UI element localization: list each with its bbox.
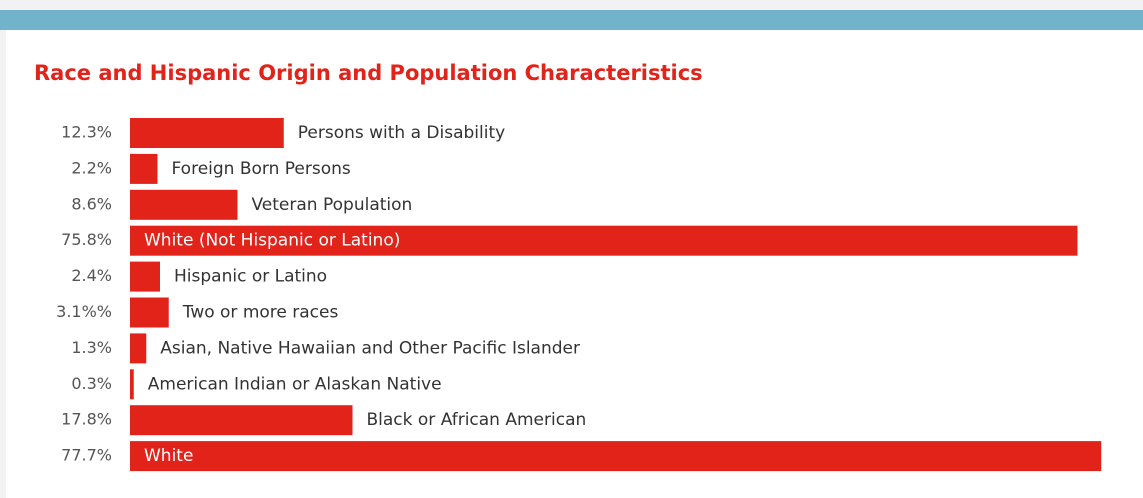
bar bbox=[130, 189, 238, 220]
value-label: 17.8% bbox=[61, 410, 112, 429]
value-label: 8.6% bbox=[71, 194, 112, 213]
bar bbox=[130, 369, 134, 400]
category-label: White (Not Hispanic or Latino) bbox=[144, 231, 400, 251]
category-label: Persons with a Disability bbox=[298, 123, 505, 143]
bar bbox=[130, 225, 1078, 256]
category-label: Black or African American bbox=[367, 410, 587, 430]
bar bbox=[130, 405, 353, 436]
bar bbox=[130, 153, 158, 184]
value-label: 3.1%% bbox=[56, 302, 112, 321]
category-label: White bbox=[144, 446, 193, 466]
bar bbox=[130, 118, 284, 148]
value-label: 77.7% bbox=[61, 446, 112, 465]
category-label: Foreign Born Persons bbox=[172, 159, 351, 179]
chart-title: Race and Hispanic Origin and Population … bbox=[34, 61, 703, 85]
category-label: Asian, Native Hawaiian and Other Pacific… bbox=[160, 338, 580, 358]
bar bbox=[130, 297, 169, 328]
header-stripe bbox=[0, 10, 1143, 30]
value-label: 0.3% bbox=[71, 374, 112, 393]
category-label: American Indian or Alaskan Native bbox=[148, 374, 442, 394]
value-label: 75.8% bbox=[61, 230, 112, 249]
value-label: 2.2% bbox=[71, 158, 112, 177]
bar bbox=[130, 261, 160, 292]
value-label: 2.4% bbox=[71, 266, 112, 285]
category-label: Hispanic or Latino bbox=[174, 267, 327, 287]
category-label: Veteran Population bbox=[252, 195, 413, 215]
bar bbox=[130, 441, 1102, 472]
value-label: 12.3% bbox=[61, 123, 112, 142]
category-label: Two or more races bbox=[182, 303, 339, 323]
bar bbox=[130, 333, 147, 364]
value-label: 1.3% bbox=[71, 338, 112, 357]
